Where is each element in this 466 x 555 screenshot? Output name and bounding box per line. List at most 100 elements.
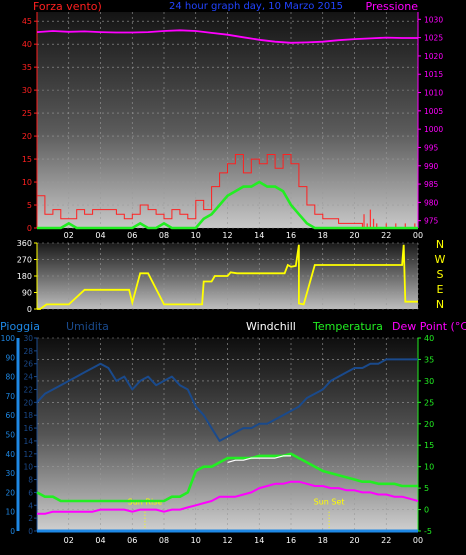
wind-tick-label: 40	[22, 40, 32, 49]
rain-tick-label: 0	[10, 527, 15, 536]
windchill-series-line	[227, 455, 291, 463]
rain-tick-label: 30	[5, 469, 15, 478]
hour-tick-label: 20	[349, 231, 359, 240]
humidity-tick-label: 22	[23, 385, 33, 394]
direction-series-line	[37, 244, 418, 310]
hour-tick-label: 18	[318, 231, 328, 240]
rain-tick-label: 70	[5, 392, 15, 401]
temperature-tick-label: 35	[424, 355, 434, 364]
wind-tick-label: 25	[22, 109, 32, 118]
wind-tick-label: 5	[27, 201, 32, 210]
temperature-tick-label: 15	[424, 441, 434, 450]
hour-tick-label: 10	[191, 536, 201, 545]
compass-label: W	[435, 253, 446, 266]
direction-tick-label: 360	[17, 239, 32, 248]
wind-tick-label: 45	[22, 17, 32, 26]
compass-label: S	[437, 268, 444, 281]
pressure-tick-label: 1010	[424, 89, 443, 98]
temperature-tick-label: 10	[424, 463, 434, 472]
compass-label: N	[436, 298, 444, 311]
rain-legend: Pioggia	[0, 320, 40, 333]
rain-tick-label: 40	[5, 450, 15, 459]
rain-tick-label: 100	[1, 334, 16, 343]
humidity-tick-label: 10	[23, 463, 33, 472]
hour-tick-label: 16	[286, 231, 296, 240]
rain-tick-label: 20	[5, 488, 15, 497]
chart-title: 24 hour graph day, 10 Marzo 2015	[169, 1, 343, 12]
humidity-tick-label: 6	[28, 488, 33, 497]
hour-tick-label: 06	[127, 536, 137, 545]
hour-tick-label: 20	[349, 536, 359, 545]
pressure-tick-label: 1015	[424, 70, 443, 79]
hour-tick-label: 22	[381, 231, 391, 240]
pressure-tick-label: 1000	[424, 125, 443, 134]
direction-tick-label: 0	[27, 305, 32, 314]
humidity-tick-label: 14	[23, 437, 33, 446]
humidity-tick-label: 28	[23, 347, 33, 356]
pressure-tick-label: 975	[424, 217, 439, 226]
hour-tick-label: 08	[159, 231, 169, 240]
temperature-tick-label: 5	[424, 484, 429, 493]
pressure-tick-label: 1025	[424, 34, 443, 43]
humidity-series-line	[36, 358, 418, 442]
dewpoint-legend: Dew Point (°C)	[392, 320, 466, 333]
humidity-tick-label: 18	[23, 411, 33, 420]
direction-tick-label: 270	[17, 256, 32, 265]
pressure-tick-label: 990	[424, 162, 439, 171]
humidity-tick-label: 20	[23, 398, 33, 407]
rain-tick-label: 60	[5, 411, 15, 420]
pressure-tick-label: 1020	[424, 52, 443, 61]
hour-tick-label: 12	[222, 536, 232, 545]
pressure-tick-label: 980	[424, 198, 439, 207]
wind-tick-label: 20	[22, 132, 32, 141]
hour-tick-label: 04	[95, 231, 105, 240]
hour-tick-label: 10	[191, 231, 201, 240]
dew-series-line	[37, 480, 419, 515]
hour-tick-label: 16	[286, 536, 296, 545]
pressure-axis-title: Pressione	[366, 0, 419, 13]
temperature-tick-label: 40	[424, 334, 434, 343]
compass-label: N	[436, 238, 444, 251]
sun-event-label: Sun Set	[314, 497, 345, 506]
temperature-series-line	[36, 452, 418, 503]
hour-tick-label: 02	[64, 536, 74, 545]
hour-tick-label: 00	[413, 231, 423, 240]
rain-tick-label: 80	[5, 373, 15, 382]
temperature-tick-label: 25	[424, 398, 434, 407]
temperature-tick-label: -5	[424, 527, 432, 536]
wind-axis-title: Forza vento)	[33, 0, 102, 13]
humidity-legend: Umidita	[66, 320, 109, 333]
humidity-tick-label: 0	[28, 527, 33, 536]
humidity-tick-label: 8	[28, 476, 33, 485]
rain-tick-label: 90	[5, 353, 15, 362]
wind-tick-label: 15	[22, 155, 32, 164]
pressure-tick-label: 995	[424, 143, 439, 152]
hour-tick-label: 22	[381, 536, 391, 545]
pressure-tick-label: 1030	[424, 15, 443, 24]
humidity-tick-label: 30	[23, 334, 33, 343]
humidity-tick-label: 26	[23, 360, 33, 369]
compass-label: E	[437, 283, 444, 296]
windchill-legend: Windchill	[246, 320, 296, 333]
wind-pressure-panel: Forza vento) 24 hour graph day, 10 Marzo…	[22, 0, 444, 240]
humidity-tick-label: 12	[23, 450, 33, 459]
wind-tick-label: 10	[22, 178, 32, 187]
wind-tick-label: 35	[22, 63, 32, 72]
temperature-tick-label: 30	[424, 377, 434, 386]
hour-tick-label: 08	[159, 536, 169, 545]
humidity-tick-label: 16	[23, 424, 33, 433]
humidity-tick-label: 2	[28, 514, 33, 523]
hour-tick-label: 14	[254, 231, 264, 240]
wind-series-line	[37, 154, 418, 229]
hour-tick-label: 00	[413, 536, 423, 545]
hour-tick-label: 06	[127, 231, 137, 240]
temperature-tick-label: 20	[424, 420, 434, 429]
pressure-tick-label: 1005	[424, 107, 443, 116]
hour-tick-label: 02	[64, 231, 74, 240]
rain-tick-label: 10	[5, 508, 15, 517]
direction-tick-label: 180	[17, 272, 32, 281]
hour-tick-label: 12	[222, 231, 232, 240]
pressure-series-line	[36, 29, 418, 44]
